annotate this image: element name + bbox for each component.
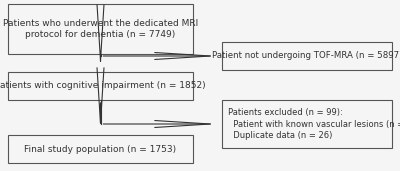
Text: Patient not undergoing TOF-MRA (n = 5897): Patient not undergoing TOF-MRA (n = 5897… [212,51,400,61]
Text: Patients with cognitive impairment (n = 1852): Patients with cognitive impairment (n = … [0,82,206,90]
Text: Final study population (n = 1753): Final study population (n = 1753) [24,144,176,154]
Bar [8,135,193,163]
Text: Patients who underwent the dedicated MRI
protocol for dementia (n = 7749): Patients who underwent the dedicated MRI… [3,19,198,39]
Bar [8,4,193,54]
Text: Patients excluded (n = 99):
  Patient with known vascular lesions (n = 73)
  Dup: Patients excluded (n = 99): Patient with… [228,108,400,140]
Bar [222,42,392,70]
Bar [222,100,392,148]
Bar [8,72,193,100]
